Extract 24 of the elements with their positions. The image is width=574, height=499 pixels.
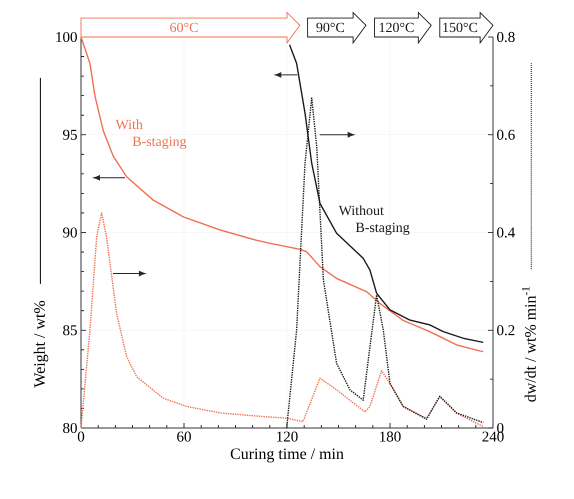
text: 150°C <box>443 22 478 32</box>
x-axis-title: Curing time / min <box>230 448 344 462</box>
y2-tick-label: 0.6 <box>497 130 515 140</box>
y-tick-label: 80 <box>63 422 77 434</box>
y2-tick-label: 0.2 <box>497 325 514 336</box>
y2-tick-label: 0.4 <box>497 227 515 238</box>
text: 90°C <box>316 22 344 32</box>
x-tick-label: 240 <box>482 432 504 442</box>
annotation: Without B-staging <box>338 205 410 235</box>
text: 60°C <box>170 22 198 32</box>
y2-tick-label: 0 <box>497 422 504 434</box>
x-tick-label: 60 <box>177 432 191 442</box>
annotation: With B-staging <box>116 119 186 149</box>
x-tick-label: 120 <box>277 432 298 442</box>
x-tick-label: 0 <box>78 432 84 442</box>
y-tick-label: 95 <box>63 130 77 140</box>
y-tick-label: 100 <box>56 32 77 42</box>
y2-axis-title: dw/dt / wt% min$^{-1}$ <box>522 286 536 402</box>
y-tick-label: 85 <box>63 325 77 336</box>
text: 120°C <box>380 22 414 32</box>
y2-tick-label: 0.8 <box>497 32 515 42</box>
y-tick-label: 90 <box>63 227 77 238</box>
y-axis-title: Weight / wt% <box>34 300 48 388</box>
x-tick-label: 180 <box>380 432 401 442</box>
